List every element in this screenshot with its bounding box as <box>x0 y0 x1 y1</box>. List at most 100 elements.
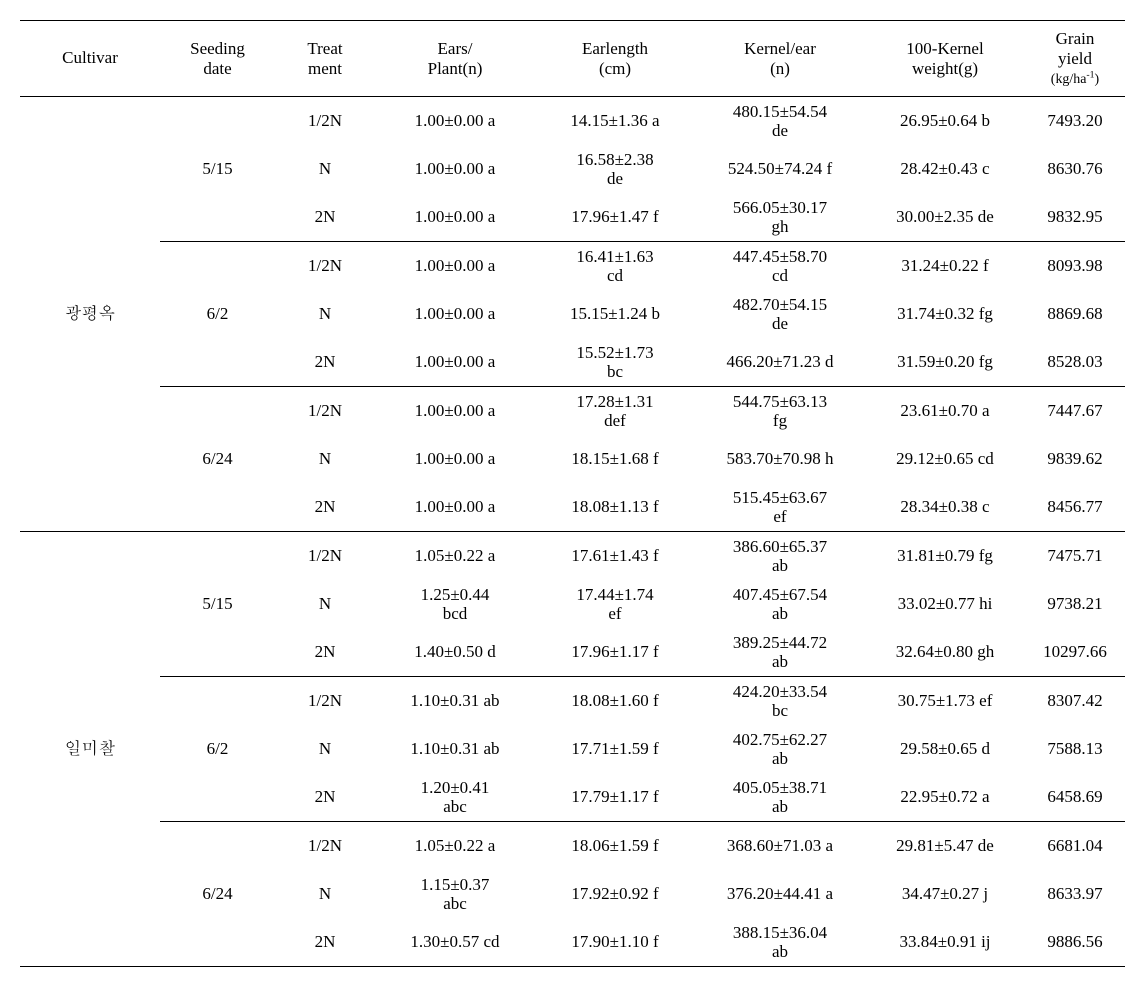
table-cell: 15.52±1.73bc <box>535 338 695 387</box>
table-row: 6/241/2N1.00±0.00 a17.28±1.31def544.75±6… <box>20 387 1125 436</box>
table-cell: 32.64±0.80 gh <box>865 628 1025 677</box>
table-cell: 407.45±67.54ab <box>695 580 865 628</box>
yield-unit-prefix: (kg/ha <box>1051 72 1087 87</box>
table-cell: 17.96±1.17 f <box>535 628 695 677</box>
table-cell: 2N <box>275 628 375 677</box>
table-cell: 15.15±1.24 b <box>535 290 695 338</box>
table-cell: 9738.21 <box>1025 580 1125 628</box>
cultivar-cell: 일미찰 <box>20 532 160 967</box>
table-cell: 8528.03 <box>1025 338 1125 387</box>
table-cell: 1.00±0.00 a <box>375 435 535 483</box>
table-cell: 30.75±1.73 ef <box>865 677 1025 726</box>
table-row: 6/21/2N1.10±0.31 ab18.08±1.60 f424.20±33… <box>20 677 1125 726</box>
table-cell: 2N <box>275 773 375 822</box>
table-cell: N <box>275 725 375 773</box>
table-cell: 405.05±38.71ab <box>695 773 865 822</box>
table-cell: 17.96±1.47 f <box>535 193 695 242</box>
seeding-date-cell: 5/15 <box>160 97 275 242</box>
table-cell: 1/2N <box>275 97 375 146</box>
table-cell: 17.92±0.92 f <box>535 870 695 918</box>
table-cell: 1.15±0.37abc <box>375 870 535 918</box>
data-table: Cultivar Seedingdate Treatment Ears/Plan… <box>20 20 1125 967</box>
table-cell: 18.06±1.59 f <box>535 822 695 871</box>
table-cell: 1.00±0.00 a <box>375 145 535 193</box>
table-cell: 18.08±1.13 f <box>535 483 695 532</box>
table-cell: 1.25±0.44bcd <box>375 580 535 628</box>
table-cell: 17.44±1.74ef <box>535 580 695 628</box>
table-row: 일미찰5/151/2N1.05±0.22 a17.61±1.43 f386.60… <box>20 532 1125 581</box>
yield-unit-suffix: ) <box>1095 72 1100 87</box>
table-cell: 17.90±1.10 f <box>535 918 695 967</box>
table-cell: 31.74±0.32 fg <box>865 290 1025 338</box>
table-cell: 368.60±71.03 a <box>695 822 865 871</box>
table-cell: 2N <box>275 483 375 532</box>
seeding-date-cell: 6/24 <box>160 387 275 532</box>
table-cell: 2N <box>275 338 375 387</box>
table-cell: 1.10±0.31 ab <box>375 677 535 726</box>
table-cell: 10297.66 <box>1025 628 1125 677</box>
table-cell: 1/2N <box>275 532 375 581</box>
col-ears: Ears/Plant(n) <box>375 21 535 97</box>
table-cell: 8633.97 <box>1025 870 1125 918</box>
table-row: 6/241/2N1.05±0.22 a18.06±1.59 f368.60±71… <box>20 822 1125 871</box>
table-cell: 17.61±1.43 f <box>535 532 695 581</box>
table-cell: 8630.76 <box>1025 145 1125 193</box>
table-cell: 6681.04 <box>1025 822 1125 871</box>
table-cell: 9839.62 <box>1025 435 1125 483</box>
table-cell: N <box>275 145 375 193</box>
col-100kernel: 100-Kernelweight(g) <box>865 21 1025 97</box>
col-seeding: Seedingdate <box>160 21 275 97</box>
table-cell: 31.81±0.79 fg <box>865 532 1025 581</box>
table-cell: 388.15±36.04ab <box>695 918 865 967</box>
table-cell: 544.75±63.13fg <box>695 387 865 436</box>
table-cell: 583.70±70.98 h <box>695 435 865 483</box>
table-cell: 16.58±2.38de <box>535 145 695 193</box>
table-cell: 18.08±1.60 f <box>535 677 695 726</box>
table-cell: 8456.77 <box>1025 483 1125 532</box>
table-cell: 31.59±0.20 fg <box>865 338 1025 387</box>
table-cell: 28.34±0.38 c <box>865 483 1025 532</box>
col-cultivar: Cultivar <box>20 21 160 97</box>
col-yield: Grainyield (kg/ha-1) <box>1025 21 1125 97</box>
table-cell: N <box>275 870 375 918</box>
table-cell: N <box>275 580 375 628</box>
table-row: 광평옥5/151/2N1.00±0.00 a14.15±1.36 a480.15… <box>20 97 1125 146</box>
table-cell: 7493.20 <box>1025 97 1125 146</box>
table-cell: 33.84±0.91 ij <box>865 918 1025 967</box>
table-cell: 9886.56 <box>1025 918 1125 967</box>
table-cell: N <box>275 290 375 338</box>
table-cell: 8307.42 <box>1025 677 1125 726</box>
table-cell: 29.81±5.47 de <box>865 822 1025 871</box>
table-cell: 17.79±1.17 f <box>535 773 695 822</box>
col-kernel: Kernel/ear(n) <box>695 21 865 97</box>
table-cell: 402.75±62.27ab <box>695 725 865 773</box>
col-earlength: Earlength(cm) <box>535 21 695 97</box>
table-cell: 447.45±58.70cd <box>695 242 865 291</box>
table-cell: 515.45±63.67ef <box>695 483 865 532</box>
table-cell: 31.24±0.22 f <box>865 242 1025 291</box>
table-cell: 1/2N <box>275 822 375 871</box>
seeding-date-cell: 6/2 <box>160 677 275 822</box>
table-cell: 1.05±0.22 a <box>375 532 535 581</box>
cultivar-cell: 광평옥 <box>20 97 160 532</box>
table-cell: 376.20±44.41 a <box>695 870 865 918</box>
table-cell: 29.58±0.65 d <box>865 725 1025 773</box>
table-cell: 566.05±30.17gh <box>695 193 865 242</box>
seeding-date-cell: 6/2 <box>160 242 275 387</box>
table-cell: 1.00±0.00 a <box>375 338 535 387</box>
table-cell: 1/2N <box>275 387 375 436</box>
table-cell: 1.40±0.50 d <box>375 628 535 677</box>
yield-label-1: Grainyield <box>1056 29 1095 68</box>
table-cell: 29.12±0.65 cd <box>865 435 1025 483</box>
table-cell: 23.61±0.70 a <box>865 387 1025 436</box>
table-cell: 1.05±0.22 a <box>375 822 535 871</box>
table-cell: 1.00±0.00 a <box>375 387 535 436</box>
table-cell: 1/2N <box>275 242 375 291</box>
table-cell: 7588.13 <box>1025 725 1125 773</box>
table-cell: 424.20±33.54bc <box>695 677 865 726</box>
table-cell: 389.25±44.72ab <box>695 628 865 677</box>
table-cell: 1.00±0.00 a <box>375 193 535 242</box>
table-cell: 386.60±65.37ab <box>695 532 865 581</box>
table-cell: 1.00±0.00 a <box>375 483 535 532</box>
table-cell: 28.42±0.43 c <box>865 145 1025 193</box>
